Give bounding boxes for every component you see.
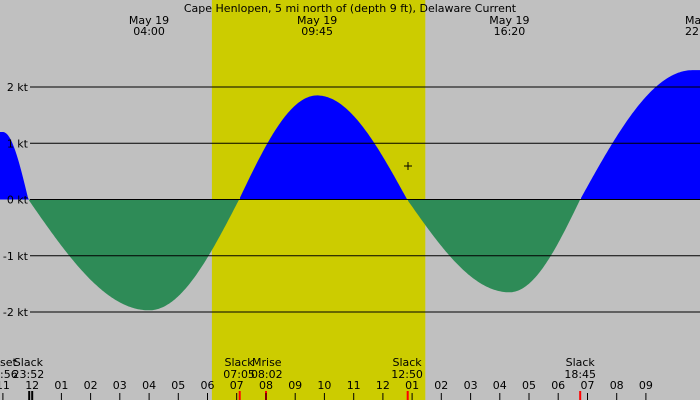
extremum-time-3: 22 — [685, 25, 699, 38]
x-tick-label: 04 — [493, 379, 507, 392]
extremum-date-0: May 19 — [129, 14, 169, 27]
event-partial-time: :56 — [0, 368, 18, 381]
x-tick-label: 04 — [142, 379, 156, 392]
x-tick-label: 05 — [522, 379, 536, 392]
x-tick-label: 11 — [347, 379, 361, 392]
x-tick-label: 02 — [84, 379, 98, 392]
event-time-2: 08:02 — [251, 368, 283, 381]
x-tick-label: 05 — [171, 379, 185, 392]
y-tick-label: -2 kt — [3, 306, 29, 319]
flood-area-4 — [581, 70, 700, 200]
grid-layer — [30, 86, 700, 313]
x-tick-label: 12 — [25, 379, 39, 392]
event-time-4: 18:45 — [564, 368, 596, 381]
event-marker-0 — [28, 391, 31, 400]
y-tick-label: 2 kt — [7, 81, 29, 94]
x-tick-label: 11 — [0, 379, 10, 392]
y-tick-label: -1 kt — [3, 250, 29, 263]
event-name-3: Slack — [392, 356, 422, 369]
event-name-2: Mrise — [252, 356, 282, 369]
event-name-4: Slack — [566, 356, 596, 369]
x-tick-label: 10 — [317, 379, 331, 392]
x-tick-label: 07 — [581, 379, 595, 392]
event-time-3: 12:50 — [391, 368, 423, 381]
x-tick-labels: 11 12 01 02 03 04 05 06 07 08 09 10 11 12 01 02 03 04 05 06… — [0, 379, 653, 400]
x-tick-label: 12 — [376, 379, 390, 392]
extremum-time-0: 04:00 — [133, 25, 165, 38]
x-tick-label: 08 — [259, 379, 273, 392]
current-area-layer — [0, 70, 700, 311]
x-tick-label: 06 — [201, 379, 215, 392]
x-tick-label: 01 — [405, 379, 419, 392]
event-partial-name: set — [0, 356, 17, 369]
event-marker-5 — [579, 391, 582, 400]
flood-area-0 — [0, 132, 29, 200]
x-tick-label: 01 — [54, 379, 68, 392]
extremum-time-1: 09:45 — [301, 25, 333, 38]
y-tick-label: 0 kt — [7, 194, 29, 207]
event-name-0: Slack — [14, 356, 44, 369]
ebb-area-1 — [29, 199, 240, 311]
x-tick-label: 03 — [464, 379, 478, 392]
event-labels: set:56Slack23:52Slack07:05Mrise08:02Slac… — [0, 356, 596, 400]
x-tick-label: 07 — [230, 379, 244, 392]
y-tick-label: 1 kt — [7, 137, 29, 150]
extremum-date-3: Ma — [685, 14, 700, 27]
event-time-0: 23:52 — [13, 368, 45, 381]
x-tick-label: 06 — [551, 379, 565, 392]
extremum-date-1: May 19 — [297, 14, 337, 27]
y-tick-labels: 2 kt 1 kt 0 kt -1 kt -2 kt — [3, 81, 29, 319]
event-marker-4 — [406, 391, 409, 400]
extremum-date-2: May 19 — [489, 14, 529, 27]
event-time-1: 07:05 — [223, 368, 255, 381]
ebb-area-3 — [408, 199, 581, 293]
flood-area-2 — [240, 95, 408, 200]
x-tick-label: 09 — [639, 379, 653, 392]
event-name-1: Slack — [224, 356, 254, 369]
event-marker-2 — [238, 391, 241, 400]
x-tick-label: 02 — [434, 379, 448, 392]
extremum-time-2: 16:20 — [494, 25, 526, 38]
chart-title: Cape Henlopen, 5 mi north of (depth 9 ft… — [184, 2, 517, 15]
x-tick-label: 09 — [288, 379, 302, 392]
x-tick-label: 08 — [610, 379, 624, 392]
x-tick-label: 03 — [113, 379, 127, 392]
